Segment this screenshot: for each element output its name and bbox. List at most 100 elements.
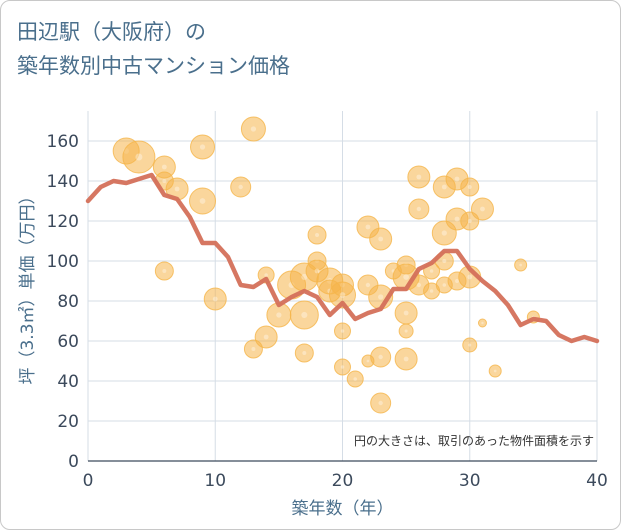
data-bubble <box>189 187 217 215</box>
bubble-highlight <box>467 185 472 189</box>
data-bubble <box>369 227 393 251</box>
data-bubble <box>470 197 494 221</box>
x-tick-label: 10 <box>204 471 226 491</box>
bubble-highlight <box>468 343 472 347</box>
bubble-highlight <box>416 282 422 288</box>
bubble-highlight <box>365 224 371 230</box>
x-tick-label: 30 <box>459 471 481 491</box>
data-bubble <box>154 261 174 281</box>
data-bubble <box>294 343 314 363</box>
bubble-highlight <box>250 126 257 132</box>
data-bubble <box>460 177 480 197</box>
data-bubble <box>408 198 430 220</box>
data-bubble <box>346 370 364 388</box>
x-tick-label: 20 <box>332 471 354 491</box>
bubble-highlight <box>480 206 485 212</box>
data-bubble <box>190 134 216 160</box>
bubble-highlight <box>366 359 370 363</box>
bubble-highlight <box>339 292 346 298</box>
bubble-highlight <box>378 354 383 360</box>
bubble-highlight <box>135 153 143 161</box>
y-tick-label: 20 <box>57 412 79 432</box>
chart-title: 田辺駅（大阪府）の 築年数別中古マンション価格 <box>17 15 290 83</box>
bubble-highlight <box>467 219 472 223</box>
data-bubble <box>488 364 502 378</box>
bubble-highlight <box>238 184 243 190</box>
data-bubble <box>230 176 252 198</box>
data-bubble <box>203 287 227 311</box>
bubble-highlight <box>378 236 384 242</box>
title-line-2: 築年数別中古マンション価格 <box>17 54 290 78</box>
bubble-highlight <box>455 279 460 283</box>
bubble-highlight <box>441 230 447 236</box>
bubble-highlight <box>442 259 447 263</box>
bubble-highlight <box>301 311 308 319</box>
bubble-highlight <box>263 334 269 340</box>
bubble-highlight <box>251 347 256 351</box>
y-tick-label: 80 <box>57 292 79 312</box>
x-axis-title: 築年数（年） <box>292 499 394 519</box>
bubble-highlight <box>162 179 167 183</box>
data-bubble <box>477 318 487 328</box>
bubble-highlight <box>199 198 206 204</box>
bubble-highlight <box>454 176 460 182</box>
y-tick-label: 120 <box>47 212 79 232</box>
bubble-highlight <box>264 273 268 277</box>
bubble-highlight <box>493 369 497 373</box>
bubble-highlight <box>403 310 409 316</box>
bubble-highlight <box>162 269 167 273</box>
y-tick-label: 100 <box>47 252 79 272</box>
bubble-highlight <box>467 274 473 280</box>
y-tick-label: 60 <box>57 332 79 352</box>
y-axis-title: 坪（3.3㎡）単価（万円） <box>18 187 38 384</box>
bubble-highlight <box>416 206 422 212</box>
x-tick-label: 0 <box>83 471 94 491</box>
bubble-highlight <box>314 268 320 274</box>
bubble-highlight <box>378 400 383 406</box>
x-tick-label: 40 <box>586 471 608 491</box>
data-bubble <box>307 225 327 245</box>
bubble-highlight <box>481 321 484 325</box>
bubble-highlight <box>454 216 460 222</box>
data-bubble <box>370 392 392 414</box>
bubble-highlight <box>441 184 447 190</box>
data-bubble <box>462 337 478 353</box>
bubble-highlight <box>340 329 345 333</box>
bubble-highlight <box>365 282 371 288</box>
data-bubble <box>240 116 266 142</box>
data-bubble <box>398 323 414 339</box>
bubble-highlight <box>378 294 384 300</box>
bubble-highlight <box>404 329 408 333</box>
bubble-size-note: 円の大きさは、取引のあった物件面積を示す <box>354 433 594 448</box>
bubble-highlight <box>276 312 282 318</box>
data-bubble <box>289 300 319 330</box>
data-bubble <box>254 325 278 349</box>
bubble-highlight <box>315 233 320 237</box>
data-bubble <box>334 358 351 376</box>
bubble-highlight <box>416 174 422 180</box>
data-bubble <box>122 140 156 174</box>
y-tick-label: 0 <box>68 452 79 472</box>
bubble-highlight <box>429 269 434 273</box>
data-bubble <box>329 281 356 309</box>
y-tick-label: 40 <box>57 372 79 392</box>
bubble-highlight <box>212 296 218 302</box>
data-bubble <box>370 346 392 368</box>
data-bubble <box>514 258 528 272</box>
bubble-highlight <box>199 144 206 150</box>
bubble-highlight <box>174 186 180 192</box>
bubble-highlight <box>403 274 409 280</box>
data-bubble <box>334 322 351 340</box>
bubble-highlight <box>353 377 357 381</box>
bubble-highlight <box>442 283 447 287</box>
data-bubble <box>407 165 431 189</box>
y-tick-label: 140 <box>47 172 79 192</box>
data-bubble <box>394 347 418 371</box>
bubble-highlight <box>161 164 167 170</box>
title-line-1: 田辺駅（大阪府）の <box>17 20 206 44</box>
bubble-highlight <box>519 263 522 267</box>
bubble-highlight <box>302 351 307 355</box>
y-tick-label: 160 <box>47 132 79 152</box>
